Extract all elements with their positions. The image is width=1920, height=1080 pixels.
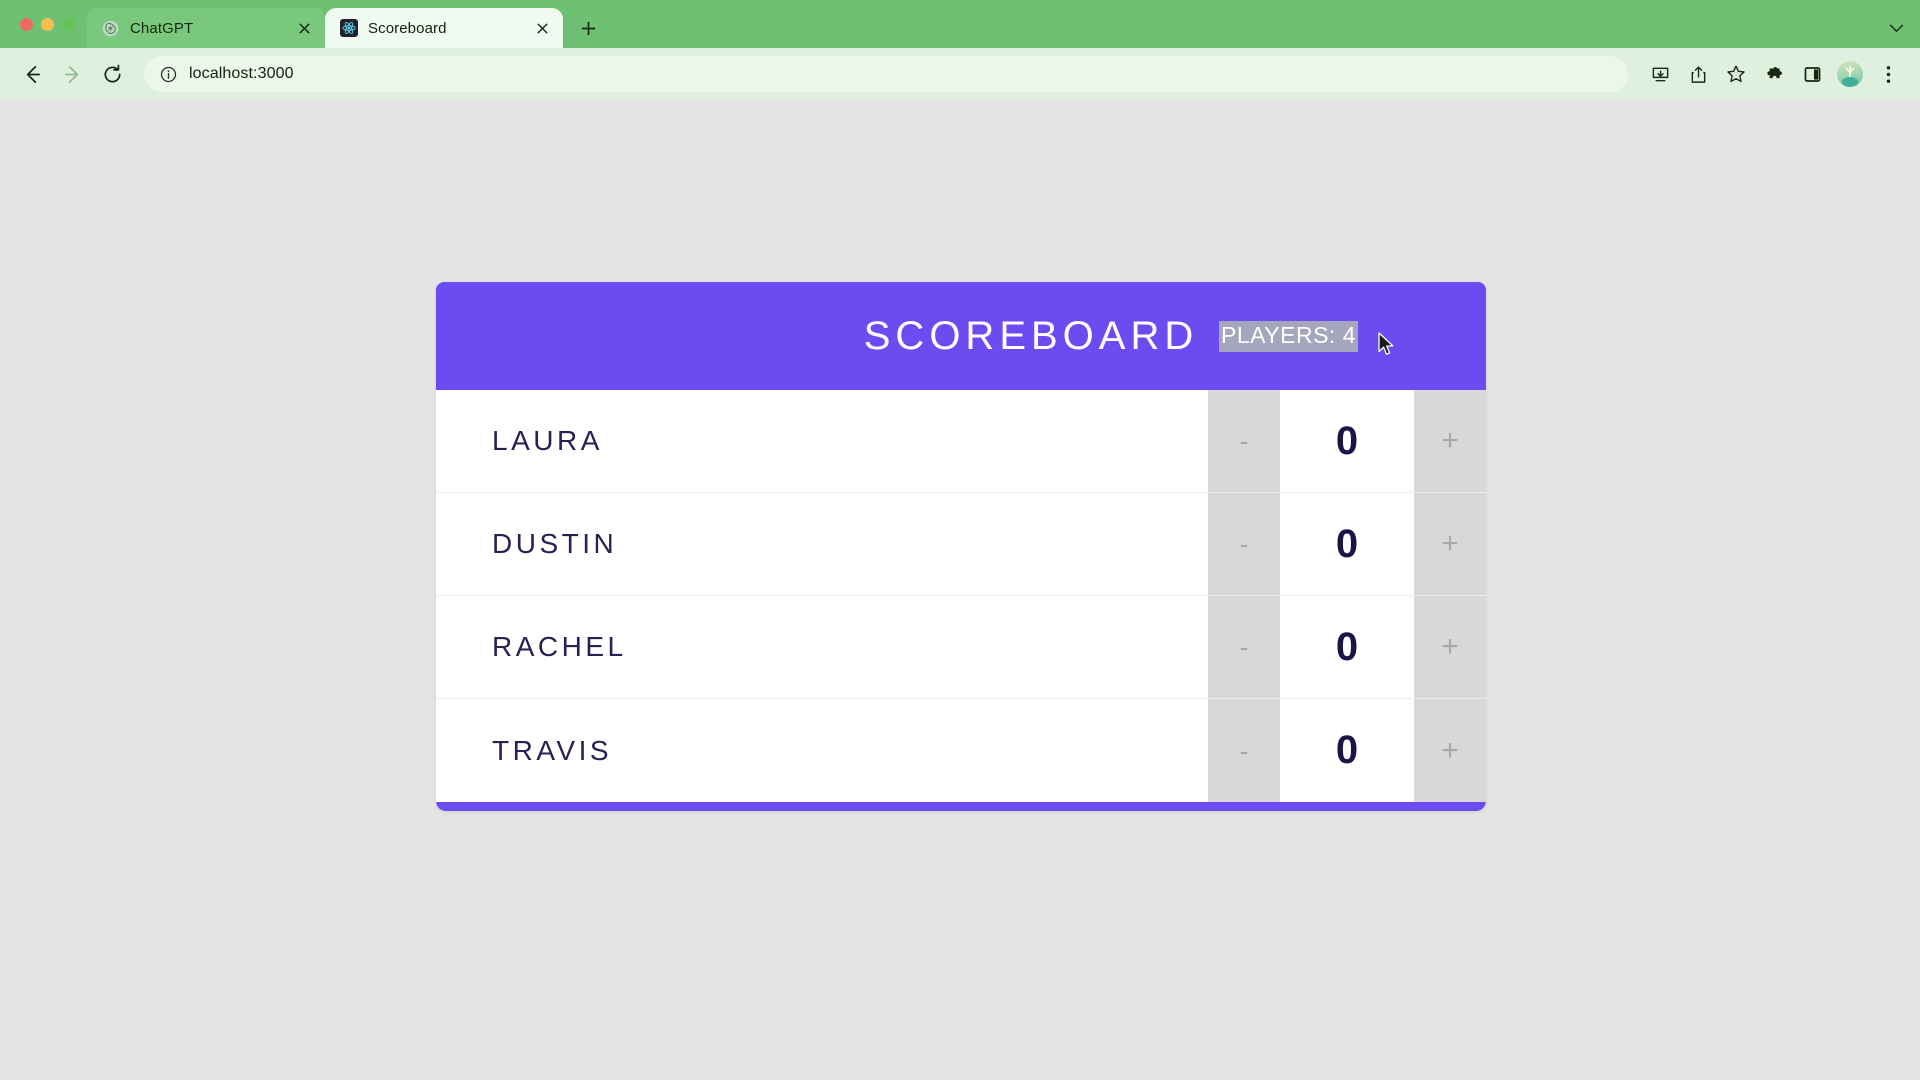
new-tab-button[interactable] [571,11,605,45]
tab-close-icon[interactable] [531,17,553,39]
scoreboard-card: SCOREBOARD PLAYERS: 4 LAURA - 0 + DUSTIN… [436,282,1486,811]
chevron-down-icon[interactable] [1889,20,1904,36]
tab-title: Scoreboard [368,19,447,37]
toolbar-actions [1642,56,1906,92]
window-close-button[interactable] [20,17,33,31]
increment-score-button[interactable]: + [1414,699,1486,802]
table-row: TRAVIS - 0 + [436,699,1486,802]
tab-title: ChatGPT [130,19,194,37]
player-name: LAURA [492,425,603,456]
table-row: LAURA - 0 + [436,390,1486,493]
extensions-puzzle-icon[interactable] [1756,56,1792,92]
increment-score-button[interactable]: + [1414,390,1486,492]
back-button[interactable] [14,56,50,92]
player-score: 0 [1280,699,1414,802]
forward-button[interactable] [54,56,90,92]
address-bar-url[interactable]: localhost:3000 [189,65,294,82]
player-score: 0 [1280,596,1414,698]
tab-chatgpt[interactable]: ChatGPT [87,8,325,48]
increment-score-button[interactable]: + [1414,596,1486,698]
install-app-icon[interactable] [1642,56,1678,92]
react-icon [339,19,358,38]
player-score: 0 [1280,390,1414,492]
player-name: RACHEL [492,631,627,662]
window-traffic-lights [14,0,87,48]
player-list: LAURA - 0 + DUSTIN - 0 + RACHEL - 0 + [436,390,1486,802]
window-maximize-button[interactable] [62,17,75,31]
player-score: 0 [1280,493,1414,595]
decrement-score-button[interactable]: - [1208,493,1280,595]
tab-strip: ChatGPT Scoreboard [0,0,1920,48]
players-count: PLAYERS: 4 [1219,320,1358,352]
browser-menu-icon[interactable] [1870,56,1906,92]
increment-score-button[interactable]: + [1414,493,1486,595]
chatgpt-icon [101,19,120,38]
info-circle-icon[interactable] [160,66,177,83]
decrement-score-button[interactable]: - [1208,596,1280,698]
scoreboard-header: SCOREBOARD PLAYERS: 4 [436,282,1486,390]
decrement-score-button[interactable]: - [1208,699,1280,802]
tab-scoreboard[interactable]: Scoreboard [325,8,563,48]
reload-button[interactable] [94,56,130,92]
address-bar[interactable]: localhost:3000 [144,56,1628,92]
share-icon[interactable] [1680,56,1716,92]
side-panel-icon[interactable] [1794,56,1830,92]
browser-toolbar: localhost:3000 [0,48,1920,100]
profile-avatar[interactable] [1832,56,1868,92]
table-row: RACHEL - 0 + [436,596,1486,699]
bookmark-star-icon[interactable] [1718,56,1754,92]
table-row: DUSTIN - 0 + [436,493,1486,596]
window-minimize-button[interactable] [41,17,54,31]
player-name: DUSTIN [492,528,618,559]
page-title: SCOREBOARD [863,313,1199,358]
tab-close-icon[interactable] [293,17,315,39]
page-viewport: SCOREBOARD PLAYERS: 4 LAURA - 0 + DUSTIN… [0,100,1920,1080]
player-name: TRAVIS [492,734,613,766]
decrement-score-button[interactable]: - [1208,390,1280,492]
scoreboard-footer-bar [436,802,1486,811]
